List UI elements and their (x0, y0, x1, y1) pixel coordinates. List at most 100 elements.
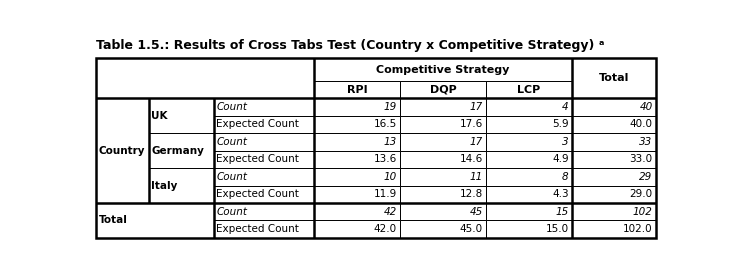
Bar (314, 168, 400, 186)
Text: 4: 4 (562, 102, 569, 112)
Text: 45: 45 (469, 207, 483, 217)
Bar (214, 133, 314, 151)
Bar (149, 133, 214, 168)
Text: 102.0: 102.0 (623, 224, 653, 234)
Text: 42: 42 (383, 207, 396, 217)
Bar (214, 220, 314, 238)
Bar (400, 81, 486, 98)
Bar (572, 203, 656, 220)
Text: 8: 8 (562, 172, 569, 182)
Bar (400, 168, 486, 186)
Bar (486, 151, 572, 168)
Bar (400, 116, 486, 133)
Text: 12.8: 12.8 (459, 189, 483, 199)
Bar (96, 203, 314, 238)
Text: 13.6: 13.6 (374, 154, 396, 164)
Bar (486, 186, 572, 203)
Text: 33.0: 33.0 (630, 154, 653, 164)
Text: 17: 17 (469, 102, 483, 112)
Text: 13: 13 (383, 137, 396, 147)
Text: 40.0: 40.0 (630, 119, 653, 129)
Bar (314, 220, 400, 238)
Text: 19: 19 (383, 102, 396, 112)
Text: Expected Count: Expected Count (216, 189, 299, 199)
Text: Competitive Strategy: Competitive Strategy (377, 64, 509, 75)
Text: 17.6: 17.6 (459, 119, 483, 129)
Bar (314, 81, 400, 98)
Text: Count: Count (216, 102, 247, 112)
Bar (314, 58, 572, 81)
Bar (486, 98, 572, 116)
Bar (572, 133, 656, 151)
Bar (214, 186, 314, 203)
Bar (572, 168, 656, 186)
Bar (314, 203, 400, 220)
Text: 10: 10 (383, 172, 396, 182)
Text: Expected Count: Expected Count (216, 154, 299, 164)
Bar (214, 151, 314, 168)
Bar (400, 203, 486, 220)
Text: DQP: DQP (429, 85, 457, 95)
Bar (314, 186, 400, 203)
Text: 3: 3 (562, 137, 569, 147)
Text: 29: 29 (639, 172, 653, 182)
Bar (314, 116, 400, 133)
Text: Germany: Germany (151, 146, 204, 156)
Text: 42.0: 42.0 (374, 224, 396, 234)
Bar (486, 133, 572, 151)
Bar (314, 151, 400, 168)
Bar (149, 98, 214, 133)
Text: 4.9: 4.9 (552, 154, 569, 164)
Bar (572, 98, 656, 116)
Bar (96, 58, 314, 98)
Text: Expected Count: Expected Count (216, 224, 299, 234)
Bar (572, 58, 656, 98)
Text: Count: Count (216, 137, 247, 147)
Text: Count: Count (216, 207, 247, 217)
Bar (572, 220, 656, 238)
Text: Table 1.5.: Results of Cross Tabs Test (Country x Competitive Strategy) ᵃ: Table 1.5.: Results of Cross Tabs Test (… (96, 39, 605, 52)
Text: 16.5: 16.5 (374, 119, 396, 129)
Bar (314, 98, 400, 116)
Bar (214, 116, 314, 133)
Bar (486, 203, 572, 220)
Bar (572, 186, 656, 203)
Bar (214, 98, 314, 116)
Bar (400, 151, 486, 168)
Bar (486, 116, 572, 133)
Text: 4.3: 4.3 (552, 189, 569, 199)
Text: Count: Count (216, 172, 247, 182)
Text: RPI: RPI (346, 85, 368, 95)
Text: 15: 15 (556, 207, 569, 217)
Text: 15.0: 15.0 (545, 224, 569, 234)
Text: Expected Count: Expected Count (216, 119, 299, 129)
Bar (400, 133, 486, 151)
Bar (486, 168, 572, 186)
Text: 11: 11 (469, 172, 483, 182)
Text: 14.6: 14.6 (459, 154, 483, 164)
Text: Total: Total (599, 73, 629, 83)
Text: 40: 40 (639, 102, 653, 112)
Text: 45.0: 45.0 (459, 224, 483, 234)
Text: 11.9: 11.9 (374, 189, 396, 199)
Text: 102: 102 (633, 207, 653, 217)
Text: 17: 17 (469, 137, 483, 147)
Bar (486, 220, 572, 238)
Bar (149, 168, 214, 203)
Bar (572, 116, 656, 133)
Text: LCP: LCP (517, 85, 541, 95)
Bar (400, 186, 486, 203)
Text: 5.9: 5.9 (552, 119, 569, 129)
Text: Italy: Italy (151, 181, 178, 191)
Bar (572, 151, 656, 168)
Bar (486, 81, 572, 98)
Bar (400, 220, 486, 238)
Text: 29.0: 29.0 (630, 189, 653, 199)
Bar (96, 58, 656, 238)
Bar (96, 98, 149, 203)
Text: Total: Total (98, 215, 128, 225)
Bar (214, 168, 314, 186)
Bar (400, 98, 486, 116)
Bar (214, 203, 314, 220)
Text: 33: 33 (639, 137, 653, 147)
